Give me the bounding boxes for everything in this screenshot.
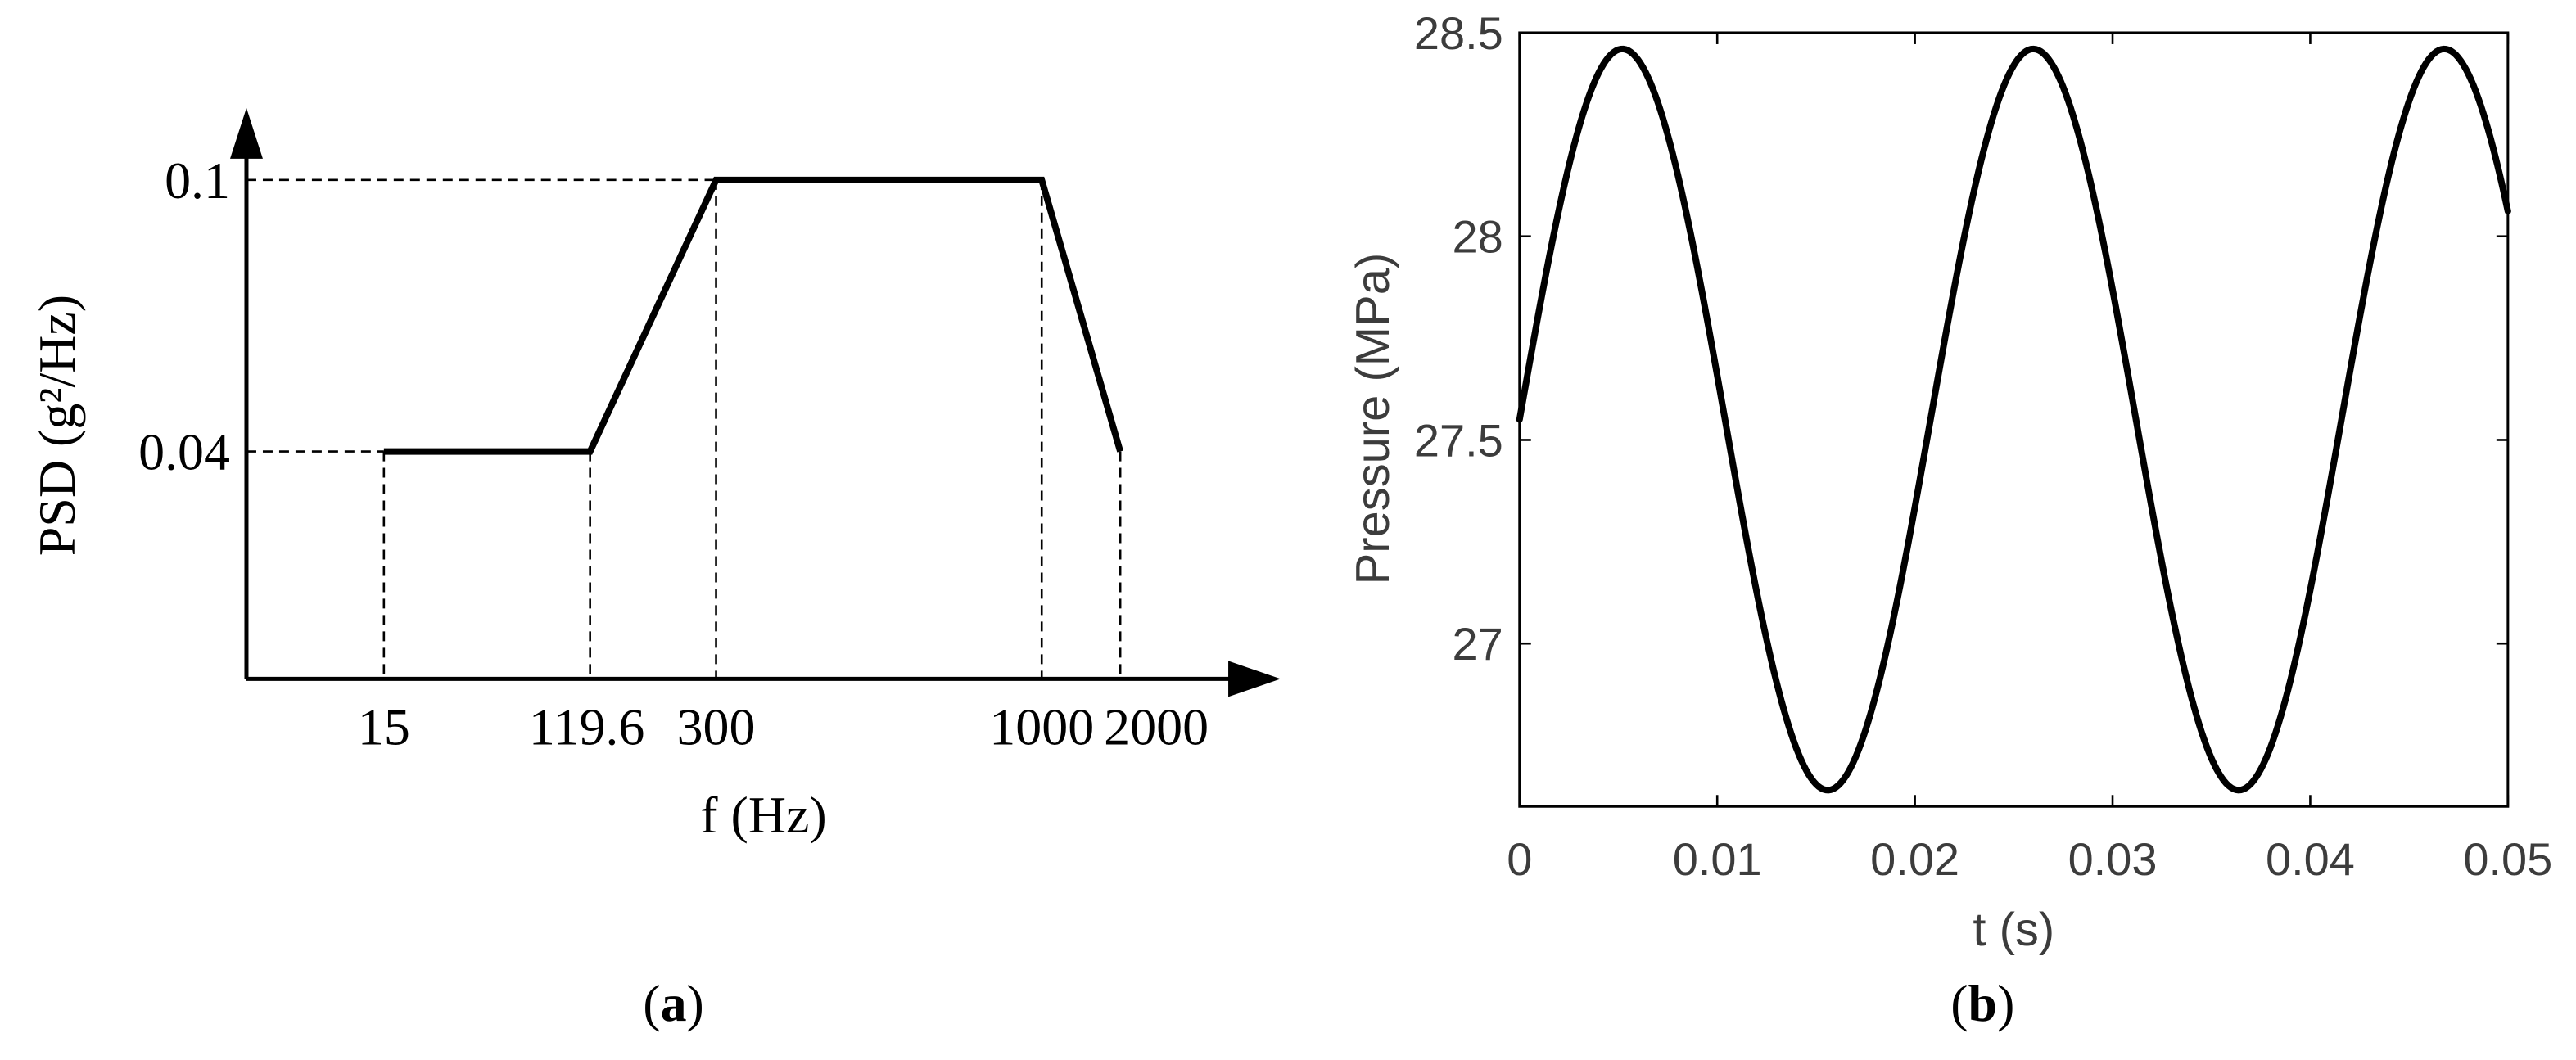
plot-frame	[1518, 31, 2510, 808]
panel-label-a: (a)	[643, 974, 704, 1032]
x-axis-label: f (Hz)	[700, 786, 826, 844]
pressure-sample-points	[1520, 49, 2508, 794]
paren-left: (	[1950, 974, 1968, 1032]
psd-series	[383, 176, 1123, 455]
y-tick-label: 27	[1453, 618, 1503, 670]
panel-label-text: a	[661, 974, 687, 1032]
y-tick-label: 0.04	[138, 423, 230, 481]
pressure-chart: 0 0.01 0.02 0.03 0.04 0.05 27 27.5 28 28.5 t (s)…	[1347, 7, 2552, 1032]
paren-right: )	[1997, 974, 2014, 1032]
panel-label-text: b	[1968, 974, 1998, 1032]
paren-right: )	[687, 974, 704, 1032]
tick-marks	[1518, 31, 2510, 807]
paren-left: (	[643, 974, 660, 1032]
y-tick-labels: 0.04 0.1	[138, 151, 230, 481]
x-tick-label: 0.02	[1870, 833, 1959, 885]
x-axis-label: t (s)	[1973, 904, 2054, 956]
y-tick-label: 28	[1453, 211, 1503, 263]
x-tick-label: 0.04	[2266, 833, 2355, 885]
y-axis-label: PSD (g²/Hz)	[28, 295, 86, 556]
x-tick-label: 1000	[989, 697, 1094, 756]
x-tick-label: 2000	[1104, 697, 1209, 756]
x-tick-labels: 0 0.01 0.02 0.03 0.04 0.05	[1507, 833, 2552, 885]
y-tick-label: 27.5	[1414, 414, 1503, 466]
y-axis-arrowhead	[229, 107, 263, 159]
dashed-guides	[246, 178, 1122, 679]
y-tick-label: 0.1	[165, 151, 230, 210]
panel-label-b: (b)	[1950, 974, 2014, 1032]
axes	[229, 107, 1281, 697]
y-tick-labels: 27 27.5 28 28.5	[1414, 7, 1503, 670]
x-axis-arrowhead	[1228, 661, 1281, 697]
pressure-series	[1516, 45, 2511, 794]
x-tick-label: 0.03	[2068, 833, 2158, 885]
x-tick-labels: 15 119.6 300 1000 2000	[358, 697, 1209, 756]
x-tick-label: 0.01	[1673, 833, 1762, 885]
x-tick-label: 0	[1507, 833, 1532, 885]
y-tick-label: 28.5	[1414, 7, 1503, 59]
psd-chart: 15 119.6 300 1000 2000 0.04 0.1 f (Hz) PSD (g…	[28, 107, 1281, 1032]
x-tick-label: 300	[677, 697, 756, 756]
x-tick-label: 0.05	[2463, 833, 2552, 885]
y-axis-label: Pressure (MPa)	[1347, 253, 1399, 585]
x-tick-label: 119.6	[529, 697, 645, 756]
psd-line	[383, 176, 1123, 455]
x-tick-label: 15	[358, 697, 410, 756]
